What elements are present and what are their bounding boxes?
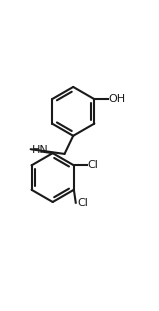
Text: Cl: Cl — [78, 198, 89, 208]
Text: OH: OH — [108, 94, 125, 104]
Text: Cl: Cl — [87, 160, 98, 170]
Text: HN: HN — [31, 145, 48, 155]
